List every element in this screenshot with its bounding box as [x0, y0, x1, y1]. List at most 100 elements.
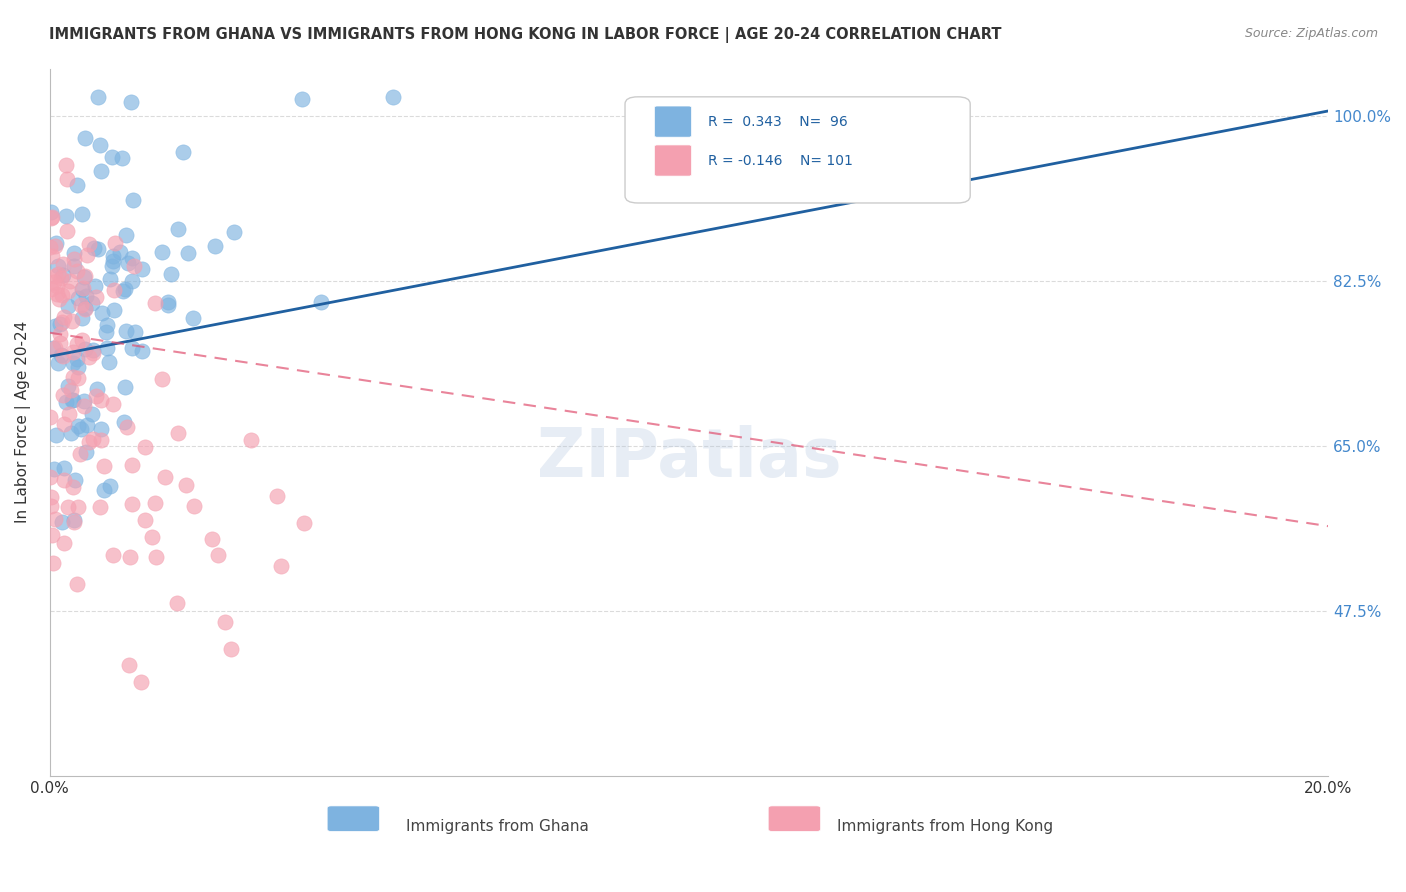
Point — [101, 249, 124, 263]
Point — [45, 428, 67, 442]
Point — [46, 259, 69, 273]
Point — [55, 395, 77, 409]
Point — [75, 131, 97, 145]
Point — [121, 274, 143, 288]
Point — [121, 252, 143, 266]
Point — [39, 282, 62, 296]
Point — [166, 596, 188, 610]
Point — [204, 239, 226, 253]
Point — [60, 314, 83, 328]
Point — [66, 576, 89, 591]
Point — [98, 478, 121, 492]
Point — [39, 409, 62, 424]
Point — [66, 291, 89, 305]
Point — [62, 356, 84, 370]
Point — [112, 416, 135, 430]
FancyBboxPatch shape — [626, 97, 970, 203]
Text: IMMIGRANTS FROM GHANA VS IMMIGRANTS FROM HONG KONG IN LABOR FORCE | AGE 20-24 CO: IMMIGRANTS FROM GHANA VS IMMIGRANTS FROM… — [49, 27, 1001, 43]
Point — [101, 548, 124, 562]
Point — [93, 483, 115, 498]
Point — [292, 516, 315, 530]
Point — [90, 305, 112, 319]
Point — [56, 299, 79, 313]
Point — [181, 310, 204, 325]
Point — [49, 326, 72, 341]
Point — [67, 360, 90, 375]
Point — [45, 286, 67, 301]
Point — [122, 194, 145, 208]
Point — [291, 92, 314, 106]
Point — [58, 274, 80, 288]
Point — [83, 241, 105, 255]
Point — [114, 228, 136, 243]
Point — [118, 658, 141, 673]
Text: R =  0.343    N=  96: R = 0.343 N= 96 — [709, 114, 848, 128]
Point — [86, 382, 108, 396]
Point — [84, 279, 107, 293]
Point — [82, 432, 104, 446]
Point — [90, 164, 112, 178]
Text: Source: ZipAtlas.com: Source: ZipAtlas.com — [1244, 27, 1378, 40]
Point — [45, 236, 67, 251]
Point — [82, 345, 104, 359]
Point — [75, 268, 97, 283]
Point — [167, 426, 190, 441]
Point — [110, 151, 132, 165]
Point — [73, 269, 96, 284]
Point — [110, 244, 132, 259]
FancyBboxPatch shape — [654, 145, 692, 176]
Point — [62, 480, 84, 494]
Point — [49, 270, 72, 285]
Point — [124, 326, 146, 340]
Point — [77, 350, 100, 364]
Point — [56, 284, 79, 298]
Point — [70, 282, 93, 296]
Point — [72, 280, 94, 294]
Point — [89, 137, 111, 152]
Point — [121, 497, 143, 511]
Point — [44, 318, 66, 333]
Point — [87, 90, 110, 104]
Point — [75, 445, 97, 459]
Point — [219, 641, 242, 656]
Point — [156, 294, 179, 309]
Text: R = -0.146    N= 101: R = -0.146 N= 101 — [709, 153, 853, 168]
Point — [67, 500, 90, 515]
Point — [44, 512, 66, 526]
Point — [73, 399, 96, 413]
Point — [55, 209, 77, 223]
Point — [131, 262, 153, 277]
Point — [56, 378, 79, 392]
Point — [41, 249, 63, 263]
Point — [39, 239, 62, 253]
Point — [52, 388, 75, 402]
Point — [70, 298, 93, 312]
Text: ZIPatlas: ZIPatlas — [537, 425, 841, 491]
Point — [103, 283, 125, 297]
Point — [41, 341, 63, 355]
Point — [52, 535, 75, 549]
Point — [62, 392, 84, 407]
Point — [44, 268, 66, 283]
Point — [96, 342, 118, 356]
Point — [69, 447, 91, 461]
Point — [103, 303, 125, 318]
Point — [48, 292, 70, 306]
Point — [96, 318, 118, 332]
Point — [67, 371, 90, 385]
Point — [131, 343, 153, 358]
Point — [63, 260, 86, 274]
Point — [224, 226, 246, 240]
Point — [143, 295, 166, 310]
Point — [90, 392, 112, 407]
Point — [73, 301, 96, 315]
Point — [39, 490, 62, 504]
Point — [141, 530, 163, 544]
Point — [62, 515, 84, 529]
FancyBboxPatch shape — [328, 805, 380, 831]
Point — [145, 550, 167, 565]
Point — [153, 469, 176, 483]
FancyBboxPatch shape — [768, 805, 821, 831]
Point — [382, 90, 405, 104]
Point — [41, 527, 63, 541]
